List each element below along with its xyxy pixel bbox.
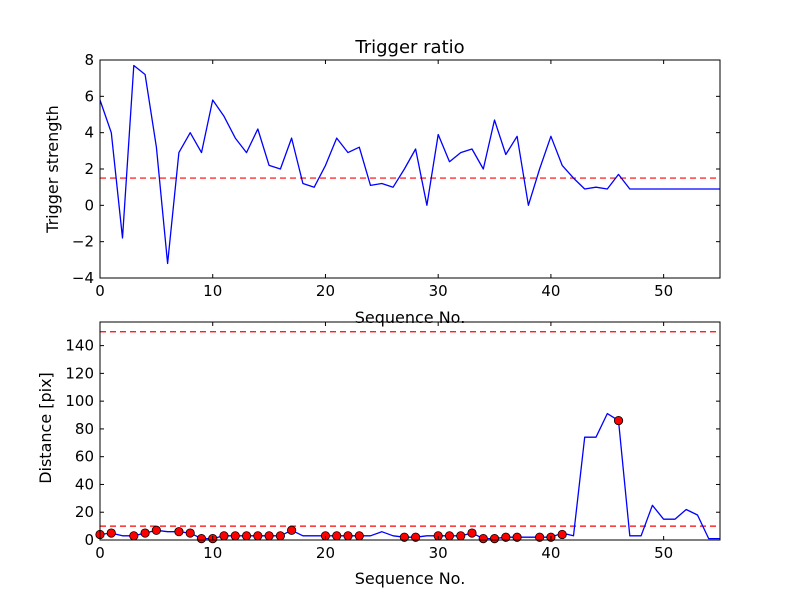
top-chart-x-tick-label: 30 (429, 282, 448, 300)
bottom-chart-data-marker (489, 534, 500, 544)
bottom-chart-data-marker (535, 532, 545, 542)
bottom-chart-data-marker (467, 528, 477, 538)
bottom-chart-x-tick-label: 0 (95, 544, 105, 562)
bottom-chart-y-tick-label: 40 (75, 475, 94, 493)
bottom-chart-ylabel: Distance [pix] (36, 372, 55, 484)
bottom-chart-data-marker (399, 532, 409, 542)
bottom-chart-data-marker (478, 534, 488, 544)
top-chart-title: Trigger ratio (354, 37, 464, 58)
bottom-chart-data-marker (613, 415, 624, 426)
bottom-chart-data-marker (287, 525, 297, 535)
bottom-chart-data-marker (196, 534, 207, 544)
bottom-chart-data-marker (253, 531, 263, 541)
bottom-chart-data-marker (444, 531, 455, 541)
top-chart-x-tick-label: 0 (95, 282, 105, 300)
top-chart-ylabel: Trigger strength (43, 105, 62, 234)
bottom-chart-axes-frame (99, 321, 721, 541)
top-chart-series-line (99, 64, 720, 265)
bottom-chart-data-marker (230, 531, 240, 541)
bottom-chart-y-tick-label: 120 (65, 364, 94, 382)
top-chart-x-tick-label: 50 (654, 282, 673, 300)
top-chart-x-tick-label: 20 (316, 282, 335, 300)
bottom-chart-data-marker (106, 528, 116, 538)
bottom-chart-data-marker (241, 531, 252, 541)
bottom-chart-y-tick-label: 20 (75, 503, 94, 521)
bottom-chart-data-marker (332, 531, 342, 541)
bottom-chart-data-marker (557, 529, 567, 540)
bottom-chart-data-marker (151, 525, 161, 535)
top-chart-axes-frame (99, 59, 721, 279)
bottom-chart-data-marker (185, 528, 195, 538)
bottom-chart-x-tick-label: 50 (654, 544, 673, 562)
bottom-chart-x-tick-label: 40 (541, 544, 560, 562)
bottom-chart-x-tick-label: 20 (316, 544, 335, 562)
bottom-chart-data-marker (354, 531, 364, 541)
bottom-chart-y-tick-label: 60 (75, 448, 94, 466)
top-chart-y-tick-label: 0 (84, 196, 94, 214)
bottom-chart-y-tick-label: 100 (65, 392, 94, 410)
top-chart-y-tick-label: 2 (84, 160, 94, 178)
bottom-chart-xlabel: Sequence No. (355, 569, 466, 588)
top-chart-y-tick-label: 4 (84, 124, 94, 142)
bottom-chart-data-marker (129, 531, 139, 541)
top-chart-y-tick-label: 6 (84, 87, 94, 105)
bottom-chart-data-marker (343, 531, 353, 541)
bottom-chart-data-marker (140, 528, 150, 538)
top-chart-y-tick-label: −2 (72, 233, 94, 251)
bottom-chart-plot-area: 0 10 20 30 40 50 0 20 40 60 80 100 120 140 (65, 321, 721, 562)
top-chart-plot-area: 0 10 20 30 40 50 −4 −2 0 2 4 6 8 (72, 51, 721, 300)
top-chart-xlabel: Sequence No. (355, 308, 466, 327)
bottom-chart: Distance [pix] Sequence No. 0 10 20 30 40 500… (36, 321, 721, 588)
bottom-chart-data-marker (411, 532, 421, 542)
bottom-chart-y-tick-label: 80 (75, 420, 94, 438)
bottom-chart-data-marker (501, 532, 511, 542)
bottom-chart-data-marker (174, 527, 184, 537)
bottom-chart-data-marker (275, 531, 285, 541)
bottom-chart-data-marker (219, 531, 229, 541)
bottom-chart-data-marker (512, 532, 522, 542)
top-chart-x-tick-label: 40 (541, 282, 560, 300)
bottom-chart-data-marker (456, 531, 466, 541)
bottom-chart-x-tick-label: 10 (203, 544, 222, 562)
top-chart-x-tick-label: 10 (203, 282, 222, 300)
bottom-chart-y-tick-label: 140 (65, 337, 94, 355)
bottom-chart-x-tick-label: 30 (429, 544, 448, 562)
top-chart-y-tick-label: 8 (84, 51, 94, 69)
top-chart-y-tick-label: −4 (72, 269, 94, 287)
bottom-chart-y-tick-label: 0 (84, 531, 94, 549)
bottom-chart-data-marker (264, 531, 274, 541)
